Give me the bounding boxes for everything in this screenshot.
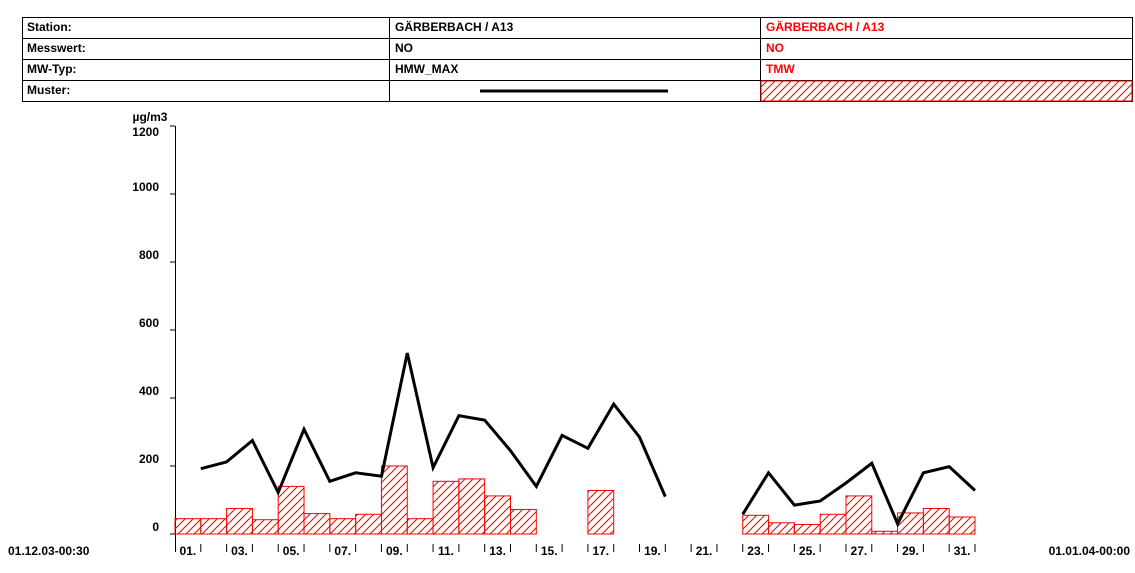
cell: NO <box>766 41 784 55</box>
x-tick-label: 31. <box>954 544 971 558</box>
bar <box>793 523 821 535</box>
bar <box>329 518 357 535</box>
bar <box>819 513 847 535</box>
bar <box>587 489 615 535</box>
x-tick-label: 11. <box>438 544 454 558</box>
bar <box>432 480 460 535</box>
x-tick-label: 07. <box>334 544 351 558</box>
cell: NO <box>395 41 413 55</box>
bar <box>303 513 331 535</box>
cell: GÄRBERBACH / A13 <box>395 19 514 34</box>
cell: HMW_MAX <box>395 62 458 76</box>
row-label: MW-Typ: <box>27 62 77 76</box>
x-tick-label: 25. <box>799 544 816 558</box>
bar <box>174 518 202 535</box>
bar <box>200 518 228 535</box>
y-tick-label: 200 <box>139 452 159 466</box>
x-tick-label: 13. <box>489 544 506 558</box>
cell: GÄRBERBACH / A13 <box>766 19 885 34</box>
x-tick-label: 29. <box>902 544 919 558</box>
x-tick-label: 05. <box>283 544 300 558</box>
bar <box>380 465 408 535</box>
bar <box>871 530 899 535</box>
bar <box>226 508 253 535</box>
y-tick-label: 800 <box>139 248 159 262</box>
bar <box>845 495 873 535</box>
x-end-label: 01.01.04-00:00 <box>1049 544 1131 558</box>
x-tick-label: 17. <box>592 544 609 558</box>
x-tick-label: 21. <box>696 544 713 558</box>
y-tick-label: 400 <box>139 384 159 398</box>
bar <box>458 478 486 535</box>
row-label: Muster: <box>27 83 70 97</box>
bar <box>509 509 537 535</box>
x-start-label: 01.12.03-00:30 <box>8 544 90 558</box>
row-label: Station: <box>27 20 72 34</box>
bar <box>948 516 976 535</box>
bar <box>251 519 279 535</box>
y-axis-label: µg/m3 <box>133 110 168 124</box>
y-tick-label: 1000 <box>132 180 159 194</box>
x-tick-label: 03. <box>231 544 248 558</box>
bar <box>355 513 382 535</box>
x-tick-label: 15. <box>541 544 558 558</box>
line <box>200 352 977 528</box>
bar <box>406 518 434 535</box>
bar <box>922 508 950 535</box>
row-label: Messwert: <box>27 41 86 55</box>
bar-swatch <box>760 80 1133 102</box>
y-tick-label: 1200 <box>132 125 159 139</box>
bar <box>484 495 511 535</box>
x-tick-label: 23. <box>747 544 764 558</box>
x-tick-label: 01. <box>180 544 197 558</box>
y-tick-label: 0 <box>152 520 159 534</box>
bar <box>277 485 305 535</box>
bar <box>742 514 770 535</box>
cell: TMW <box>766 62 795 76</box>
x-tick-label: 09. <box>386 544 403 558</box>
y-tick-label: 600 <box>139 316 159 330</box>
bar <box>768 522 795 535</box>
x-tick-label: 19. <box>644 544 661 558</box>
x-tick-label: 27. <box>851 544 868 558</box>
